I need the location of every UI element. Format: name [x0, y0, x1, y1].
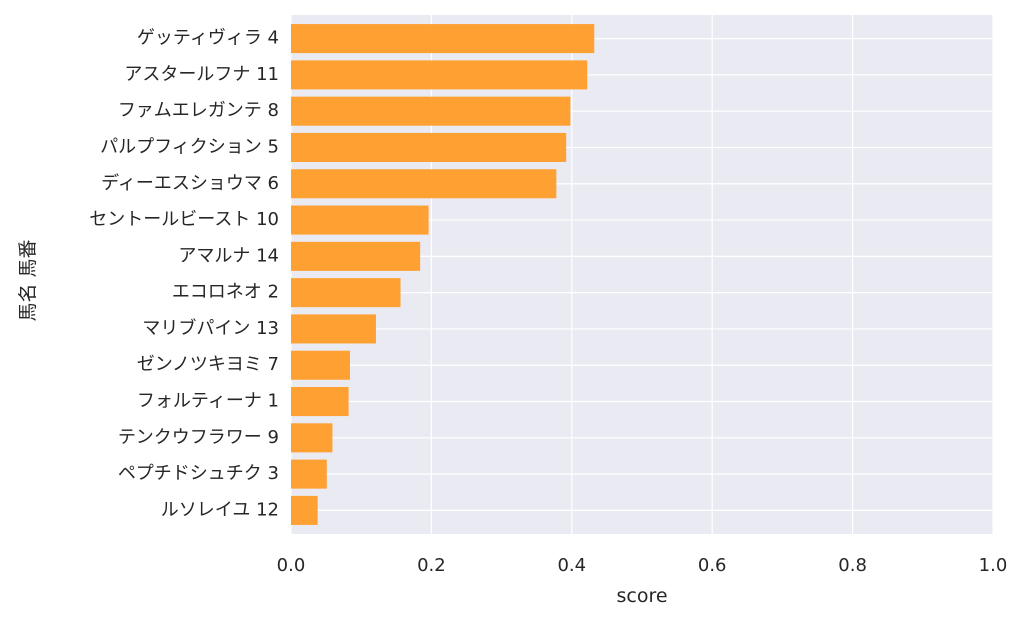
y-tick-label: ゼンノツキヨミ 7	[137, 354, 279, 375]
bar	[291, 495, 318, 525]
y-tick-label: ルソレイユ 12	[161, 499, 279, 520]
y-tick-label: ディーエスショウマ 6	[101, 173, 279, 194]
bar	[291, 96, 571, 126]
bar	[291, 314, 376, 344]
bar	[291, 350, 350, 380]
x-tick-label: 0.2	[417, 555, 446, 576]
plot-area	[291, 15, 993, 534]
x-tick-label: 0.6	[698, 555, 727, 576]
bar	[291, 60, 588, 90]
y-tick-label: パルプフィクション 5	[100, 136, 279, 157]
bar	[291, 24, 595, 54]
x-tick-label: 0.4	[557, 555, 586, 576]
bar	[291, 241, 421, 271]
y-tick-label: アマルナ 14	[178, 245, 279, 266]
x-tick-label: 0.8	[838, 555, 867, 576]
y-tick-label: マリブパイン 13	[142, 317, 279, 339]
bar	[291, 205, 429, 235]
bar	[291, 169, 557, 199]
x-tick-label: 1.0	[979, 555, 1008, 576]
bar	[291, 459, 327, 489]
bar	[291, 132, 567, 162]
y-tick-label: ゲッティヴィラ 4	[137, 28, 279, 49]
y-tick-label: ファムエレガンテ 8	[118, 100, 279, 121]
x-tick-labels: 0.0 0.2 0.4 0.6 0.8 1.0	[277, 555, 1008, 576]
y-tick-labels: ゲッティヴィラ 4 アスタールフナ 11 ファムエレガンテ 8 パルプフィクション 5…	[89, 28, 279, 521]
y-tick-label: フォルティーナ 1	[137, 391, 279, 412]
x-tick-label: 0.0	[277, 555, 306, 576]
y-tick-label: ペプチドシュチク 3	[118, 463, 279, 484]
y-tick-label: セントールビースト 10	[89, 209, 279, 230]
bar	[291, 278, 401, 308]
bar	[291, 387, 349, 417]
y-tick-label: アスタールフナ 11	[124, 64, 279, 85]
y-axis-label: 馬名 馬番	[17, 239, 39, 321]
y-tick-label: エコロネオ 2	[172, 282, 279, 303]
x-axis-label: score	[616, 585, 667, 607]
y-tick-label: テンクウフラワー 9	[118, 427, 279, 448]
bar	[291, 423, 333, 453]
bars	[291, 24, 595, 525]
